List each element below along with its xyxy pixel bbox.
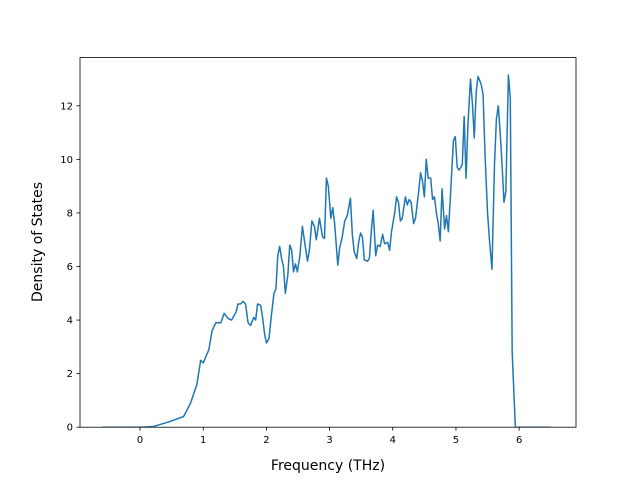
- y-tick-label: 4: [67, 316, 73, 327]
- plot-frame: [79, 57, 577, 428]
- x-tick-label: 0: [137, 435, 143, 446]
- y-tick-label: 12: [60, 101, 73, 112]
- x-tick-label: 5: [453, 435, 459, 446]
- x-tick-label: 2: [263, 435, 269, 446]
- x-tick-label: 3: [326, 435, 332, 446]
- y-tick-label: 2: [67, 369, 73, 380]
- x-tick-label: 1: [200, 435, 206, 446]
- x-tick-label: 4: [390, 435, 396, 446]
- x-tick-label: 6: [516, 435, 522, 446]
- y-tick-label: 6: [67, 262, 73, 273]
- y-tick-label: 10: [60, 155, 73, 166]
- data-line: [102, 74, 551, 428]
- y-tick-label: 8: [67, 208, 73, 219]
- x-axis-label: Frequency (THz): [271, 458, 385, 474]
- y-tick-label: 0: [67, 423, 73, 434]
- y-axis-label: Density of States: [30, 182, 46, 302]
